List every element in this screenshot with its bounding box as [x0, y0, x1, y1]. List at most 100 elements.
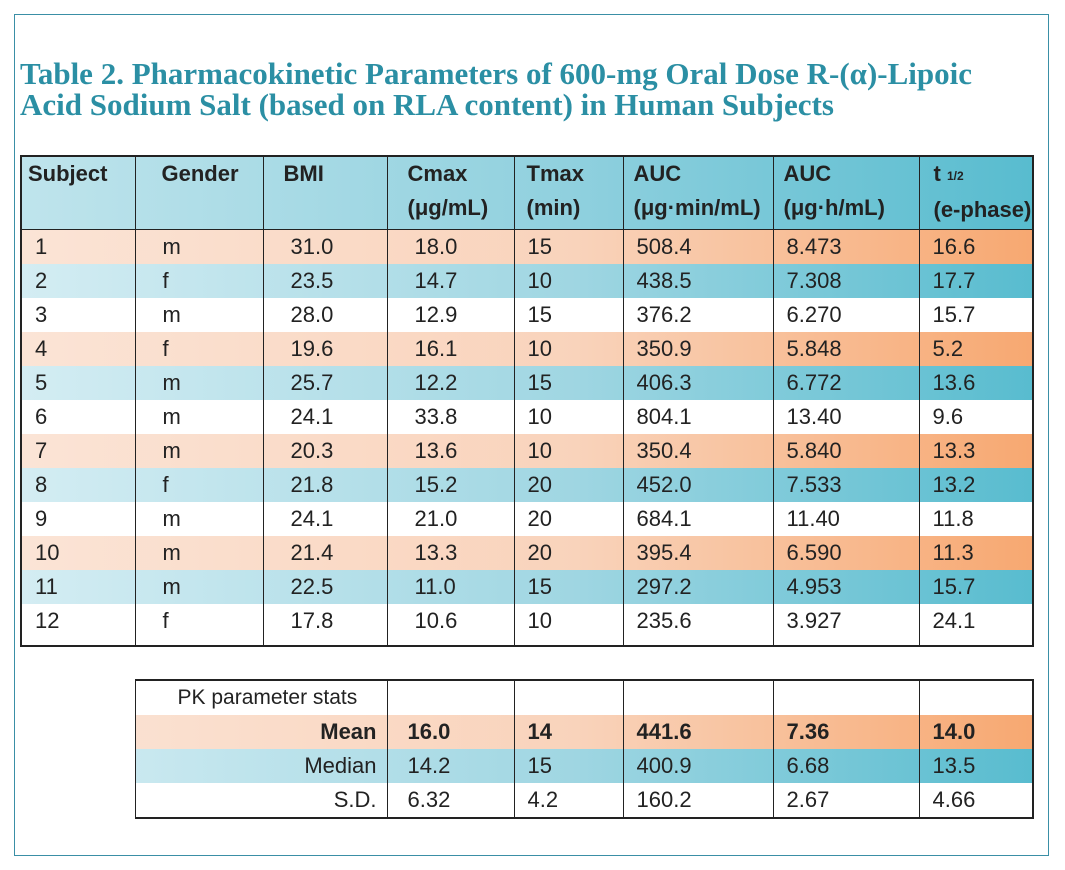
table-row: 6 m 24.1 33.8 10 804.1 13.40 9.6 [20, 399, 1034, 434]
cell-cmax: 14.7 [386, 263, 514, 298]
header-row: Subject Gender BMI Cmax (μg/mL) Tmax (min)… [20, 155, 1034, 230]
cell-auc-min: 438.5 [622, 263, 773, 298]
stat-tmax: 15 [513, 748, 623, 783]
cell-auc-min: 508.4 [622, 229, 773, 264]
table-row: 11 m 22.5 11.0 15 297.2 4.953 15.7 [20, 569, 1034, 604]
cell-subject: 2 [20, 263, 135, 298]
stat-auc-min: 441.6 [622, 714, 773, 749]
cell-auc-h: 11.40 [772, 501, 919, 536]
table-row: 3 m 28.0 12.9 15 376.2 6.270 15.7 [20, 297, 1034, 332]
stats-row-sd: S.D. 6.32 4.2 160.2 2.67 4.66 [21, 782, 1034, 819]
stat-cmax: 16.0 [386, 714, 514, 749]
cell-gender: m [134, 501, 263, 536]
cell-tmax: 20 [513, 467, 623, 502]
cell-gender: f [134, 331, 263, 366]
stats-caption-row: PK parameter stats [21, 678, 1034, 715]
stat-cmax: 14.2 [386, 748, 514, 783]
cell-auc-min: 350.4 [622, 433, 773, 468]
title-line-2: Acid Sodium Salt (based on RLA content) … [20, 87, 834, 122]
cell-thalf: 16.6 [918, 229, 1034, 264]
stat-tmax: 14 [513, 714, 623, 749]
stats-row-mean: Mean 16.0 14 441.6 7.36 14.0 [21, 714, 1034, 749]
cell-gender: f [134, 603, 263, 647]
stat-auc-h: 7.36 [772, 714, 919, 749]
stat-auc-min: 400.9 [622, 748, 773, 783]
cell-tmax: 10 [513, 399, 623, 434]
cell-auc-min: 406.3 [622, 365, 773, 400]
col-bmi: BMI [262, 155, 387, 230]
cell-bmi: 17.8 [262, 603, 387, 647]
cell-subject: 11 [20, 569, 135, 604]
stat-label: Median [134, 748, 387, 783]
cell-auc-h: 4.953 [772, 569, 919, 604]
cell-tmax: 10 [513, 603, 623, 647]
cell-bmi: 31.0 [262, 229, 387, 264]
cell-auc-min: 684.1 [622, 501, 773, 536]
cell-bmi: 23.5 [262, 263, 387, 298]
stat-tmax: 4.2 [513, 782, 623, 819]
cell-thalf: 13.3 [918, 433, 1034, 468]
cell-auc-h: 6.590 [772, 535, 919, 570]
stat-label: S.D. [134, 782, 387, 819]
stats-row-median: Median 14.2 15 400.9 6.68 13.5 [21, 748, 1034, 783]
cell-gender: f [134, 263, 263, 298]
cell-auc-min: 452.0 [622, 467, 773, 502]
cell-tmax: 15 [513, 569, 623, 604]
stat-auc-h: 2.67 [772, 782, 919, 819]
cell-tmax: 10 [513, 433, 623, 468]
stat-thalf: 14.0 [918, 714, 1034, 749]
table-row: 9 m 24.1 21.0 20 684.1 11.40 11.8 [20, 501, 1034, 536]
stat-thalf: 4.66 [918, 782, 1034, 819]
cell-auc-h: 5.840 [772, 433, 919, 468]
table-row: 12 f 17.8 10.6 10 235.6 3.927 24.1 [20, 603, 1034, 647]
cell-thalf: 13.6 [918, 365, 1034, 400]
cell-cmax: 12.9 [386, 297, 514, 332]
cell-tmax: 20 [513, 535, 623, 570]
col-auc-h: AUC (μg·h/mL) [772, 155, 919, 230]
cell-tmax: 20 [513, 501, 623, 536]
table-row: 5 m 25.7 12.2 15 406.3 6.772 13.6 [20, 365, 1034, 400]
cell-tmax: 15 [513, 229, 623, 264]
table-row: 4 f 19.6 16.1 10 350.9 5.848 5.2 [20, 331, 1034, 366]
cell-gender: m [134, 399, 263, 434]
cell-gender: m [134, 433, 263, 468]
cell-cmax: 13.6 [386, 433, 514, 468]
col-subject: Subject [20, 155, 135, 230]
title-line-1: Table 2. Pharmacokinetic Parameters of 6… [20, 56, 972, 91]
cell-bmi: 25.7 [262, 365, 387, 400]
table-row: 1 m 31.0 18.0 15 508.4 8.473 16.6 [20, 229, 1034, 264]
cell-tmax: 10 [513, 331, 623, 366]
cell-cmax: 12.2 [386, 365, 514, 400]
cell-thalf: 13.2 [918, 467, 1034, 502]
cell-auc-h: 3.927 [772, 603, 919, 647]
cell-auc-h: 13.40 [772, 399, 919, 434]
cell-cmax: 10.6 [386, 603, 514, 647]
cell-cmax: 16.1 [386, 331, 514, 366]
cell-gender: m [134, 297, 263, 332]
stat-label: Mean [134, 714, 387, 749]
table-row: 2 f 23.5 14.7 10 438.5 7.308 17.7 [20, 263, 1034, 298]
cell-cmax: 18.0 [386, 229, 514, 264]
stat-auc-h: 6.68 [772, 748, 919, 783]
cell-tmax: 15 [513, 297, 623, 332]
cell-gender: m [134, 535, 263, 570]
cell-subject: 8 [20, 467, 135, 502]
pk-table: Subject Gender BMI Cmax (μg/mL) Tmax (min)… [20, 155, 1034, 819]
cell-auc-min: 297.2 [622, 569, 773, 604]
col-auc-min: AUC (μg·min/mL) [622, 155, 773, 230]
cell-auc-h: 7.533 [772, 467, 919, 502]
cell-gender: f [134, 467, 263, 502]
cell-thalf: 9.6 [918, 399, 1034, 434]
data-rows: 1 m 31.0 18.0 15 508.4 8.473 16.6 2 f 23… [20, 229, 1034, 647]
stat-thalf: 13.5 [918, 748, 1034, 783]
cell-thalf: 15.7 [918, 297, 1034, 332]
cell-subject: 9 [20, 501, 135, 536]
cell-bmi: 24.1 [262, 501, 387, 536]
cell-bmi: 21.8 [262, 467, 387, 502]
cell-subject: 12 [20, 603, 135, 647]
cell-subject: 1 [20, 229, 135, 264]
col-gender: Gender [134, 155, 263, 230]
cell-thalf: 15.7 [918, 569, 1034, 604]
cell-auc-min: 350.9 [622, 331, 773, 366]
cell-auc-min: 376.2 [622, 297, 773, 332]
